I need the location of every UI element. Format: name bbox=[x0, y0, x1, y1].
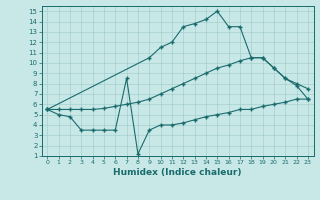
X-axis label: Humidex (Indice chaleur): Humidex (Indice chaleur) bbox=[113, 168, 242, 177]
